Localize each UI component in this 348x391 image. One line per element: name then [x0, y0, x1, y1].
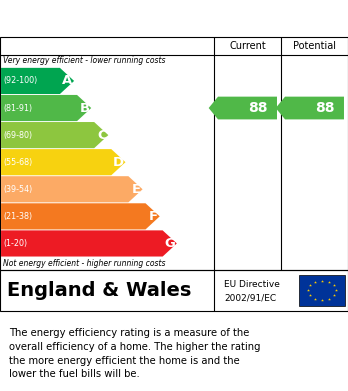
Text: Not energy efficient - higher running costs: Not energy efficient - higher running co… — [3, 259, 166, 268]
Text: EU Directive: EU Directive — [224, 280, 280, 289]
Bar — [299, 275, 345, 306]
Text: B: B — [79, 102, 89, 115]
Polygon shape — [209, 97, 277, 119]
Text: (1-20): (1-20) — [3, 239, 27, 248]
Polygon shape — [1, 95, 91, 121]
Text: (81-91): (81-91) — [3, 104, 33, 113]
Text: G: G — [164, 237, 175, 250]
Text: Very energy efficient - lower running costs: Very energy efficient - lower running co… — [3, 56, 166, 65]
Text: 88: 88 — [315, 101, 335, 115]
Polygon shape — [1, 122, 108, 148]
Text: 2002/91/EC: 2002/91/EC — [224, 293, 277, 302]
Text: F: F — [149, 210, 158, 223]
Text: C: C — [97, 129, 106, 142]
Text: The energy efficiency rating is a measure of the
overall efficiency of a home. T: The energy efficiency rating is a measur… — [9, 328, 260, 379]
Polygon shape — [1, 176, 143, 203]
Polygon shape — [1, 230, 177, 256]
Text: A: A — [62, 74, 72, 88]
Polygon shape — [1, 203, 160, 230]
Text: (21-38): (21-38) — [3, 212, 33, 221]
Text: England & Wales: England & Wales — [7, 281, 191, 300]
Text: 88: 88 — [248, 101, 268, 115]
Polygon shape — [1, 149, 126, 175]
Text: (55-68): (55-68) — [3, 158, 33, 167]
Polygon shape — [276, 97, 344, 119]
Text: E: E — [132, 183, 141, 196]
Text: (69-80): (69-80) — [3, 131, 33, 140]
Text: (39-54): (39-54) — [3, 185, 33, 194]
Text: Potential: Potential — [293, 41, 336, 51]
Text: Energy Efficiency Rating: Energy Efficiency Rating — [9, 9, 238, 28]
Text: D: D — [113, 156, 124, 169]
Polygon shape — [1, 68, 74, 94]
Text: (92-100): (92-100) — [3, 76, 38, 85]
Text: Current: Current — [229, 41, 266, 51]
